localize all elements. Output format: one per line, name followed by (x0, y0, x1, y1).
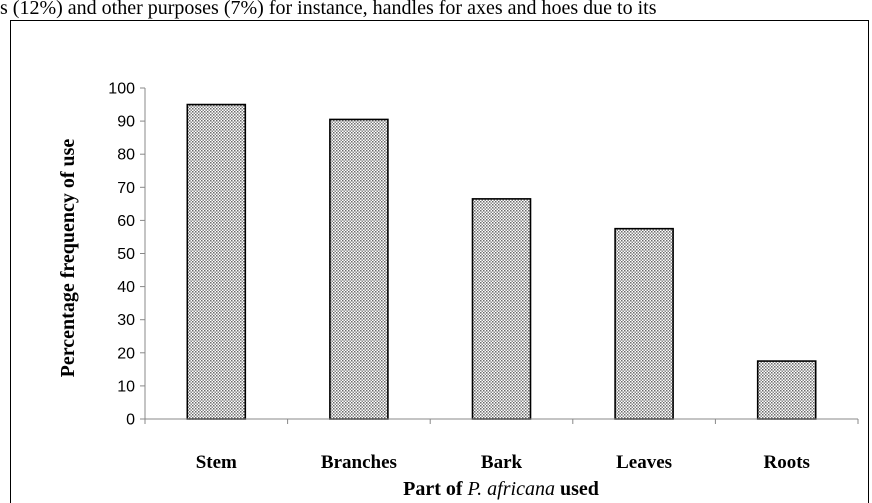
bar-leaves (614, 227, 674, 420)
y-tick-label: 0 (126, 412, 135, 429)
y-tick-label: 10 (117, 378, 135, 395)
y-tick-label: 70 (117, 180, 135, 197)
x-category-label: Bark (481, 452, 523, 473)
chart-frame (10, 20, 869, 503)
y-tick-label: 100 (108, 81, 135, 98)
x-axis-ticks (144, 419, 859, 424)
bar-branches (329, 118, 389, 420)
x-axis-title-part-1: Part of (403, 478, 467, 500)
bars (186, 103, 817, 420)
x-category-label: Leaves (616, 452, 672, 473)
partial-page-text: s (12%) and other purposes (7%) for inst… (0, 0, 657, 19)
bar-roots (756, 360, 817, 420)
x-category-label: Roots (763, 452, 809, 473)
y-tick-label: 90 (117, 114, 135, 131)
x-axis-title: Part of P. africana used (403, 478, 599, 500)
bar-bark (471, 198, 532, 420)
y-tick-label: 80 (117, 147, 135, 164)
x-axis-category-labels: Stem Branches Bark Leaves Roots (196, 452, 810, 473)
x-axis-title-part-3: used (555, 478, 599, 500)
y-tick-label: 50 (117, 246, 135, 263)
y-axis-ticks: 0 10 20 30 40 50 60 70 80 90 100 (108, 81, 145, 429)
y-tick-label: 60 (117, 213, 135, 230)
y-tick-label: 30 (117, 312, 135, 329)
y-tick-label: 20 (117, 345, 135, 362)
x-category-label: Branches (321, 452, 397, 473)
bar-stem (186, 103, 247, 420)
x-category-label: Stem (196, 452, 237, 473)
y-axis-title: Percentage frequency of use (57, 139, 79, 378)
x-axis-title-species: P. africana (467, 478, 555, 500)
y-tick-label: 40 (117, 279, 135, 296)
